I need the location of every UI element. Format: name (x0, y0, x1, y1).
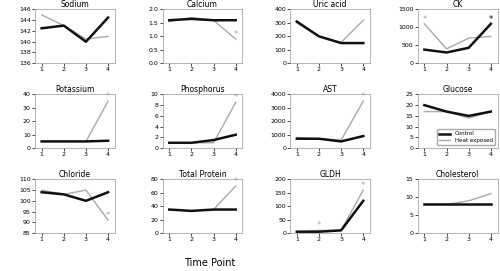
Text: *: * (106, 92, 110, 101)
Text: *: * (234, 177, 238, 186)
Text: *: * (422, 15, 426, 24)
Title: GLDH: GLDH (319, 170, 341, 179)
Title: Total Protein: Total Protein (178, 170, 226, 179)
Text: *: * (234, 93, 238, 102)
Title: Glucose: Glucose (442, 85, 473, 93)
Text: *: * (106, 211, 110, 220)
Title: Sodium: Sodium (60, 0, 89, 9)
Title: Phosphorus: Phosphorus (180, 85, 225, 93)
Text: *: * (488, 15, 493, 24)
Title: Calcium: Calcium (187, 0, 218, 9)
Title: Uric acid: Uric acid (314, 0, 347, 9)
Title: Chloride: Chloride (59, 170, 91, 179)
Text: *: * (317, 221, 321, 230)
Legend: Control, Heat exposed: Control, Heat exposed (436, 129, 494, 145)
Title: Cholesterol: Cholesterol (436, 170, 480, 179)
Text: Time Point: Time Point (184, 258, 236, 268)
Title: AST: AST (322, 85, 338, 93)
Text: *: * (361, 181, 366, 190)
Text: *: * (361, 92, 366, 101)
Title: CK: CK (452, 0, 463, 9)
Text: *: * (234, 30, 238, 39)
Title: Potassium: Potassium (55, 85, 94, 93)
